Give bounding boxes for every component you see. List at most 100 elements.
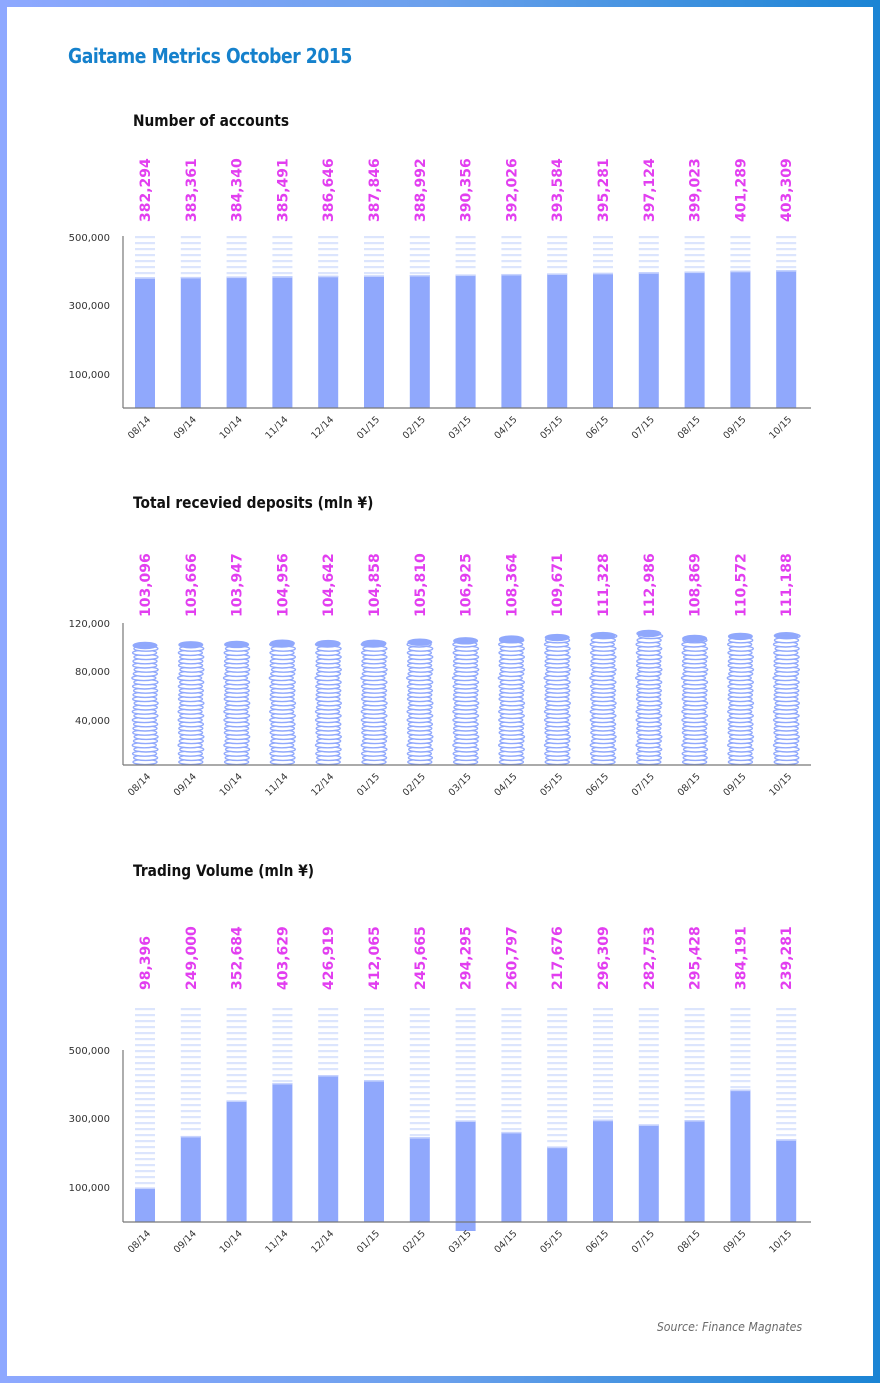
volume-value-label: 384,191 [733,926,749,990]
deposits-coin-stack [589,631,618,766]
deposits-coin-stack [772,631,801,766]
volume-value-label: 296,309 [596,926,612,990]
accounts-value-label: 387,846 [367,158,383,222]
volume-bar [684,1120,705,1222]
volume-x-tick-label: 02/15 [401,1228,428,1255]
accounts-bar [638,272,659,408]
chart-title-deposits: Total recevied deposits (mln ¥) [133,493,374,512]
deposits-value-label: 104,642 [321,553,337,617]
accounts-bar-ghost-stripes [364,236,384,275]
volume-bar-ghost-stripes [180,1008,201,1131]
volume-ytick-label: 500,000 [69,1046,110,1057]
accounts-bar-ghost-stripes [547,236,568,269]
volume-bar [364,1080,384,1222]
volume-bar [730,1089,751,1222]
volume-x-tick-label: 12/14 [309,1228,336,1255]
volume-bar-ghost-stripes [501,1008,522,1131]
volume-bar-ghost-stripes [730,1008,751,1089]
accounts-bar-ghost-stripes [226,236,247,275]
accounts-bar [226,276,247,408]
accounts-value-label: 397,124 [642,158,658,222]
accounts-bar [364,275,384,408]
deposits-value-label: 111,188 [779,553,795,617]
accounts-bar-ghost-stripes [409,236,430,275]
deposits-coin-stack [268,639,297,766]
chart-title-accounts: Number of accounts [133,111,290,130]
deposits-value-label: 103,096 [138,553,154,617]
accounts-bar-ghost-stripes [318,236,339,275]
deposits-value-label: 110,572 [733,553,749,617]
deposits-value-label: 108,364 [504,553,520,617]
deposits-value-label: 111,328 [596,553,612,617]
volume-bar [776,1139,797,1222]
volume-x-tick-label: 11/14 [263,1228,290,1255]
volume-bar-ghost-stripes [364,1008,384,1077]
accounts-ytick-label: 500,000 [69,233,110,244]
deposits-coin-stack [131,641,159,766]
volume-bar-ghost-stripes [135,1008,155,1185]
volume-bar [501,1131,522,1222]
deposits-value-label: 104,858 [367,553,383,617]
volume-bar-ghost-stripes [593,1008,613,1119]
chart-title-volume: Trading Volume (mln ¥) [133,861,315,880]
accounts-bar [547,273,568,408]
accounts-bar-ghost-stripes [776,236,797,269]
accounts-bar-ghost-stripes [684,236,705,269]
accounts-ytick-label: 300,000 [69,301,110,312]
accounts-bar [776,270,797,408]
accounts-bar [180,276,201,408]
volume-value-label: 282,753 [642,926,658,990]
volume-value-label: 98,396 [138,936,154,990]
volume-bar-ghost-stripes [684,1008,705,1119]
volume-bar-ghost-stripes [776,1008,797,1137]
volume-bar-ghost-stripes [455,1008,476,1119]
accounts-bar [455,274,476,408]
accounts-value-label: 401,289 [733,158,749,222]
volume-value-label: 217,676 [550,926,566,990]
volume-bar-ghost-stripes [226,1008,247,1095]
deposits-ytick-label: 40,000 [75,716,110,727]
deposits-coin-stack [497,635,526,766]
volume-bar [409,1137,430,1222]
accounts-bar [272,276,293,408]
accounts-bar-ghost-stripes [272,236,293,275]
accounts-value-label: 403,309 [779,158,795,222]
deposits-value-label: 103,947 [230,553,246,617]
source-credit: Source: Finance Magnates [656,1319,802,1334]
accounts-value-label: 384,340 [230,158,246,222]
deposits-value-label: 112,986 [642,553,658,617]
volume-bar-ghost-stripes [318,1008,339,1071]
deposits-coin-stack [360,639,388,766]
deposits-value-label: 104,956 [275,553,291,617]
deposits-ytick-label: 120,000 [69,619,110,630]
accounts-bar [730,270,751,408]
accounts-value-label: 385,491 [275,158,291,222]
accounts-bar-ghost-stripes [455,236,476,269]
accounts-bar-ghost-stripes [180,236,201,275]
volume-value-label: 260,797 [504,926,520,990]
volume-value-label: 352,684 [230,926,246,990]
deposits-coin-stack [726,632,755,766]
volume-value-label: 239,281 [779,926,795,990]
deposits-value-label: 103,666 [184,553,200,617]
volume-value-label: 294,295 [459,926,475,990]
accounts-value-label: 392,026 [504,158,520,222]
deposits-coin-stack [634,629,664,766]
accounts-value-label: 390,356 [459,158,475,222]
deposits-coin-stack [314,639,342,766]
volume-bar [638,1124,659,1222]
deposits-coin-stack [222,640,251,766]
accounts-bar [684,271,705,408]
accounts-ytick-label: 100,000 [69,370,110,381]
deposits-value-label: 109,671 [550,553,566,617]
accounts-value-label: 395,281 [596,158,612,222]
volume-x-tick-label: 07/15 [630,1228,657,1255]
accounts-bar-ghost-stripes [730,236,751,269]
volume-x-tick-label: 10/14 [218,1228,245,1255]
accounts-bar [409,275,430,408]
volume-x-tick-label: 08/14 [126,1228,153,1255]
deposits-coin-stack [543,633,571,766]
volume-bar [272,1083,293,1222]
